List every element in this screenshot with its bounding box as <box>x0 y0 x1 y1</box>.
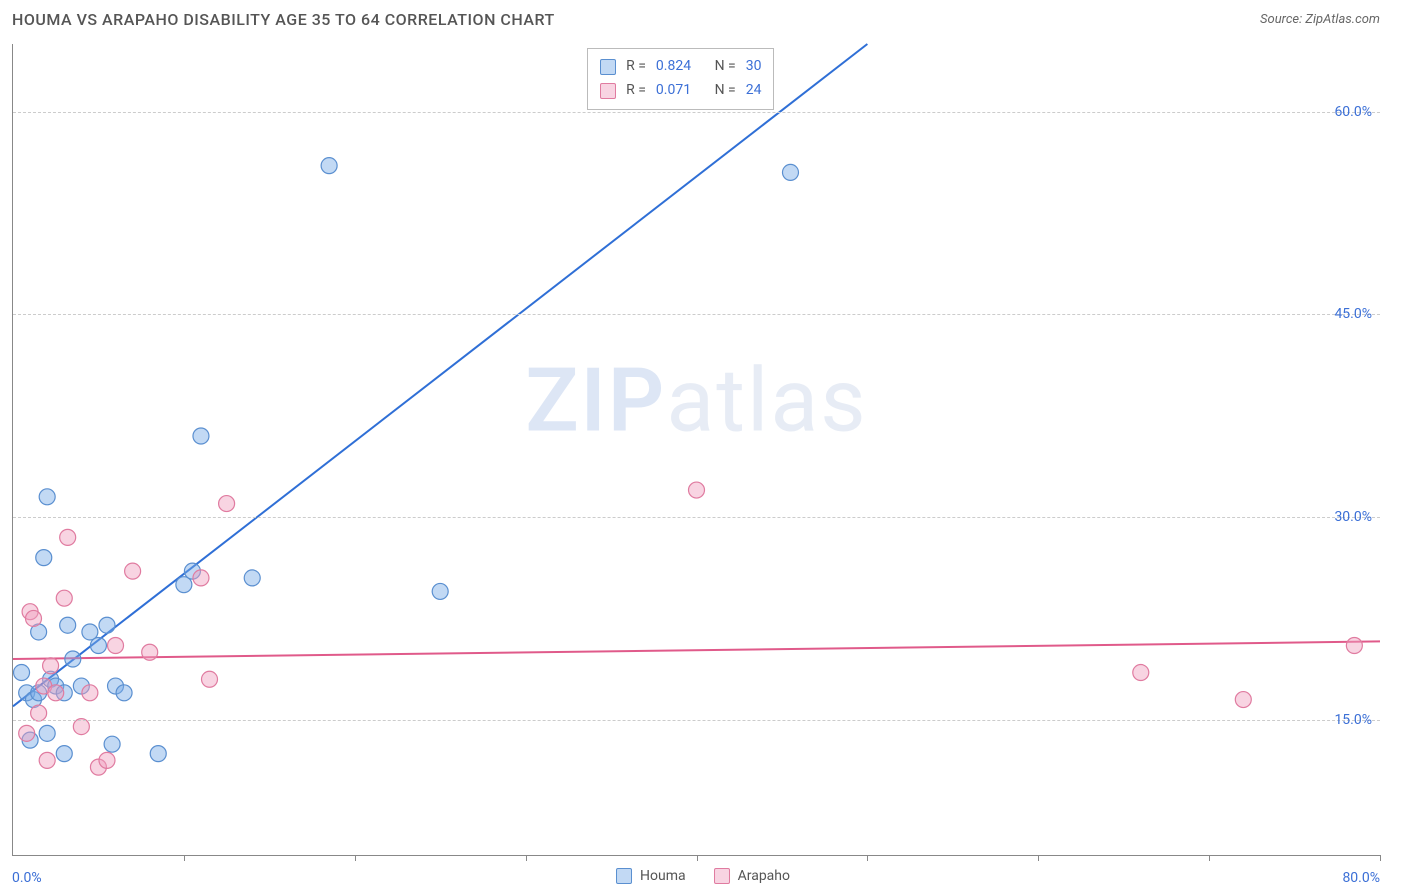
data-point <box>219 496 235 512</box>
data-point <box>26 610 42 626</box>
data-point <box>125 563 141 579</box>
data-point <box>104 736 120 752</box>
y-tick-label: 15.0% <box>1334 712 1372 728</box>
data-point <box>31 705 47 721</box>
trend-line <box>13 44 867 706</box>
legend-item-houma: Houma <box>616 868 686 884</box>
n-value-houma: 30 <box>746 55 762 79</box>
chart-title: HOUMA VS ARAPAHO DISABILITY AGE 35 TO 64… <box>12 10 555 29</box>
data-point <box>1346 637 1362 653</box>
data-point <box>56 590 72 606</box>
x-tick <box>184 855 185 861</box>
data-point <box>82 685 98 701</box>
data-point <box>202 671 218 687</box>
plot-svg <box>13 44 1380 855</box>
stats-row-arapaho: R = 0.071 N = 24 <box>600 79 761 103</box>
data-point <box>48 685 64 701</box>
data-point <box>1133 665 1149 681</box>
data-point <box>14 665 30 681</box>
data-point <box>193 428 209 444</box>
legend-label: Houma <box>640 868 686 884</box>
data-point <box>39 725 55 741</box>
n-value-arapaho: 24 <box>746 79 762 103</box>
r-value-houma: 0.824 <box>656 55 691 79</box>
x-tick <box>1209 855 1210 861</box>
data-point <box>99 617 115 633</box>
data-point <box>1235 692 1251 708</box>
data-point <box>90 637 106 653</box>
gridline <box>13 112 1380 113</box>
data-point <box>39 752 55 768</box>
data-point <box>19 725 35 741</box>
x-tick <box>697 855 698 861</box>
data-point <box>432 583 448 599</box>
data-point <box>108 637 124 653</box>
data-point <box>321 158 337 174</box>
x-max-label: 80.0% <box>1342 870 1380 886</box>
data-point <box>73 719 89 735</box>
plot-region: ZIPatlas R = 0.824 N = 30 R = 0.071 N = … <box>13 44 1380 855</box>
x-tick <box>355 855 356 861</box>
stats-legend: R = 0.824 N = 30 R = 0.071 N = 24 <box>587 48 774 110</box>
gridline <box>13 314 1380 315</box>
data-point <box>244 570 260 586</box>
y-tick-label: 30.0% <box>1334 509 1372 525</box>
x-tick <box>867 855 868 861</box>
y-tick-label: 60.0% <box>1334 104 1372 120</box>
data-point <box>56 746 72 762</box>
data-point <box>782 164 798 180</box>
data-point <box>99 752 115 768</box>
data-point <box>150 746 166 762</box>
data-point <box>60 529 76 545</box>
chart-source: Source: ZipAtlas.com <box>1260 12 1380 27</box>
series-legend: Houma Arapaho <box>616 868 790 884</box>
x-min-label: 0.0% <box>12 870 42 886</box>
gridline <box>13 720 1380 721</box>
stats-row-houma: R = 0.824 N = 30 <box>600 55 761 79</box>
swatch-icon <box>714 868 730 884</box>
chart-area: Disability Age 35 to 64 ZIPatlas R = 0.8… <box>12 44 1380 856</box>
data-point <box>60 617 76 633</box>
x-tick <box>1038 855 1039 861</box>
data-point <box>689 482 705 498</box>
legend-label: Arapaho <box>738 868 790 884</box>
gridline <box>13 517 1380 518</box>
swatch-arapaho <box>600 83 616 99</box>
x-tick <box>526 855 527 861</box>
legend-item-arapaho: Arapaho <box>714 868 790 884</box>
data-point <box>65 651 81 667</box>
swatch-houma <box>600 59 616 75</box>
data-point <box>36 550 52 566</box>
data-point <box>43 658 59 674</box>
data-point <box>142 644 158 660</box>
trend-line <box>13 641 1380 659</box>
data-point <box>39 489 55 505</box>
swatch-icon <box>616 868 632 884</box>
r-value-arapaho: 0.071 <box>656 79 691 103</box>
data-point <box>116 685 132 701</box>
y-tick-label: 45.0% <box>1334 306 1372 322</box>
data-point <box>193 570 209 586</box>
x-tick <box>1380 855 1381 861</box>
